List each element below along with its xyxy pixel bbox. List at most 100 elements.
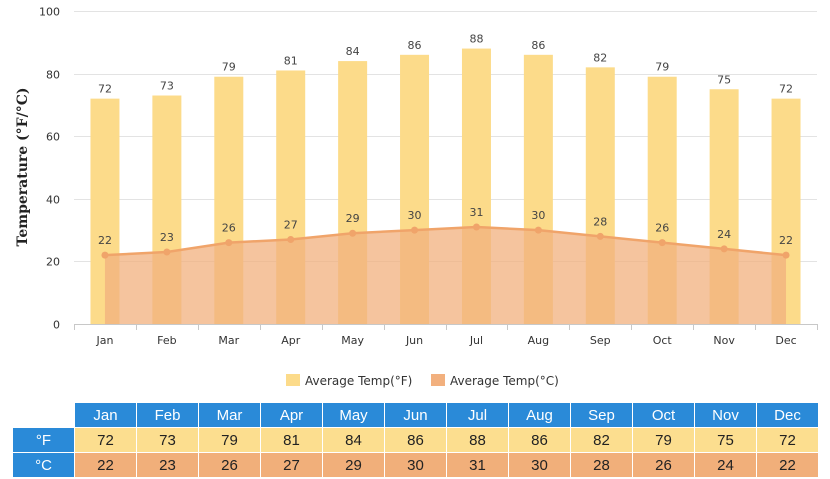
data-label-fahrenheit: 82 <box>593 51 607 64</box>
point-celsius <box>163 248 171 256</box>
table-cell-celsius: 23 <box>136 452 199 478</box>
data-label-celsius: 22 <box>98 234 112 247</box>
data-label-celsius: 23 <box>160 231 174 244</box>
table-cell-celsius: 22 <box>756 452 819 478</box>
x-tick-label: Jul <box>469 334 483 347</box>
x-tick-label: Sep <box>590 334 611 347</box>
table-cell-fahrenheit: 75 <box>694 427 757 453</box>
point-celsius <box>720 245 728 253</box>
table-header-row: Jan Feb Mar Apr May Jun Jul Aug Sep Oct Nov Dec <box>12 402 819 428</box>
data-label-fahrenheit: 84 <box>346 45 360 58</box>
temperature-chart: 0 20 40 60 80 100 Jan Feb Mar Apr May Jun Jul Aug Sep… <box>15 6 818 388</box>
data-label-fahrenheit: 79 <box>222 61 236 74</box>
line-celsius <box>104 225 787 257</box>
table-cell-celsius: 30 <box>384 452 447 478</box>
point-celsius <box>349 229 357 237</box>
data-label-celsius: 26 <box>222 222 236 235</box>
table-cell-fahrenheit: 82 <box>570 427 633 453</box>
data-label-fahrenheit: 86 <box>531 39 545 52</box>
legend-swatch-celsius[interactable] <box>431 374 445 386</box>
data-label-fahrenheit: 72 <box>98 83 112 96</box>
table-month-header: Aug <box>508 402 571 428</box>
x-tick-label: Jan <box>95 334 113 347</box>
data-label-fahrenheit: 75 <box>717 73 731 86</box>
x-tick-label: Aug <box>528 334 549 347</box>
table-cell-fahrenheit: 79 <box>632 427 695 453</box>
point-celsius <box>411 226 419 234</box>
area-celsius <box>104 226 787 324</box>
data-label-celsius: 27 <box>284 218 298 231</box>
y-tick-label: 20 <box>46 256 60 269</box>
table-cell-fahrenheit: 88 <box>446 427 509 453</box>
table-month-header: Mar <box>198 402 261 428</box>
table-month-header: Jul <box>446 402 509 428</box>
point-celsius <box>287 235 295 243</box>
table-cell-celsius: 26 <box>198 452 261 478</box>
legend-label-fahrenheit[interactable]: Average Temp(°F) <box>305 374 412 388</box>
table-cell-celsius: 29 <box>322 452 385 478</box>
data-label-fahrenheit: 81 <box>284 54 298 67</box>
table-cell-celsius: 30 <box>508 452 571 478</box>
x-tick-label: Oct <box>653 334 673 347</box>
data-label-celsius: 28 <box>593 215 607 228</box>
x-tick-label: Dec <box>775 334 796 347</box>
data-label-celsius: 24 <box>717 228 731 241</box>
point-celsius <box>101 251 109 259</box>
table-cell-celsius: 24 <box>694 452 757 478</box>
table-cell-celsius: 28 <box>570 452 633 478</box>
data-label-fahrenheit: 88 <box>469 33 483 46</box>
x-tick-label: Apr <box>281 334 301 347</box>
table-cell-fahrenheit: 72 <box>756 427 819 453</box>
table-cell-fahrenheit: 86 <box>508 427 571 453</box>
table-month-header: Jun <box>384 402 447 428</box>
table-cell-celsius: 26 <box>632 452 695 478</box>
table-cell-celsius: 22 <box>74 452 137 478</box>
celsius-row: °C 22 23 26 27 29 30 31 30 28 26 24 22 <box>12 452 819 478</box>
data-label-fahrenheit: 73 <box>160 80 174 93</box>
legend-label-celsius[interactable]: Average Temp(°C) <box>450 374 559 388</box>
point-celsius <box>534 226 542 234</box>
table-month-header: Feb <box>136 402 199 428</box>
x-tick-label: May <box>341 334 364 347</box>
table-month-header: Nov <box>694 402 757 428</box>
celsius-area <box>101 223 790 324</box>
temperature-table: Jan Feb Mar Apr May Jun Jul Aug Sep Oct Nov Dec °F … <box>12 402 819 478</box>
table-month-header: Dec <box>756 402 819 428</box>
legend: Average Temp(°F) Average Temp(°C) <box>286 374 559 388</box>
fahrenheit-unit-cell: °F <box>12 427 75 453</box>
celsius-unit-cell: °C <box>12 452 75 478</box>
table-cell-fahrenheit: 72 <box>74 427 137 453</box>
table-month-header: Apr <box>260 402 323 428</box>
x-tick-label: Jun <box>405 334 423 347</box>
data-label-celsius: 30 <box>408 209 422 222</box>
table-month-header: Sep <box>570 402 633 428</box>
y-tick-label: 80 <box>46 69 60 82</box>
data-labels: 72 73 79 81 84 86 88 86 82 79 75 72 22 23 26 27 29 30 31 30… <box>98 33 793 248</box>
data-label-fahrenheit: 79 <box>655 61 669 74</box>
table-cell-fahrenheit: 81 <box>260 427 323 453</box>
table-month-header: Oct <box>632 402 695 428</box>
data-label-fahrenheit: 86 <box>408 39 422 52</box>
data-label-celsius: 22 <box>779 234 793 247</box>
point-celsius <box>225 239 233 247</box>
data-label-fahrenheit: 72 <box>779 83 793 96</box>
legend-swatch-fahrenheit[interactable] <box>286 374 300 386</box>
data-label-celsius: 26 <box>655 222 669 235</box>
table-cell-fahrenheit: 84 <box>322 427 385 453</box>
data-label-celsius: 31 <box>469 206 483 219</box>
table-corner-cell <box>12 402 75 428</box>
y-axis-label: Temperature (°F/°C) <box>15 88 31 247</box>
table-cell-fahrenheit: 79 <box>198 427 261 453</box>
table-cell-fahrenheit: 86 <box>384 427 447 453</box>
point-celsius <box>658 239 666 247</box>
y-tick-label: 0 <box>53 319 60 332</box>
data-label-celsius: 30 <box>531 209 545 222</box>
table-month-header: May <box>322 402 385 428</box>
y-axis-ticks: 0 20 40 60 80 100 <box>39 6 60 332</box>
point-celsius <box>472 223 480 231</box>
fahrenheit-row: °F 72 73 79 81 84 86 88 86 82 79 75 72 <box>12 427 819 453</box>
x-tick-label: Mar <box>218 334 239 347</box>
grid-lines <box>74 11 817 262</box>
table-cell-celsius: 31 <box>446 452 509 478</box>
point-celsius <box>782 251 790 259</box>
